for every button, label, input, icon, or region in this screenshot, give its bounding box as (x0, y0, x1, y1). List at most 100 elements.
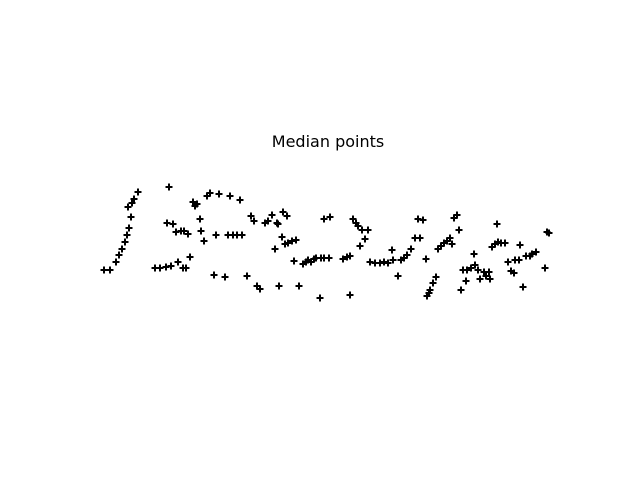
data-point (123, 231, 131, 239)
data-point (174, 258, 182, 266)
data-point (134, 188, 142, 196)
data-point (432, 273, 440, 281)
data-point (326, 213, 334, 221)
data-point (394, 272, 402, 280)
data-point (510, 269, 518, 277)
data-point (545, 229, 553, 237)
data-point (389, 256, 397, 264)
data-point (112, 258, 120, 266)
data-point (316, 294, 324, 302)
data-point (422, 255, 430, 263)
data-point (384, 259, 392, 267)
data-point (210, 271, 218, 279)
data-point (268, 211, 276, 219)
data-point (516, 241, 524, 249)
data-point (446, 234, 454, 242)
data-point (256, 285, 264, 293)
data-point (212, 231, 220, 239)
data-point (130, 195, 138, 203)
data-point (457, 286, 465, 294)
data-point (226, 192, 234, 200)
data-point (180, 227, 188, 235)
data-point (486, 275, 494, 283)
data-point (156, 264, 164, 272)
data-point (388, 246, 396, 254)
data-point (278, 233, 286, 241)
data-point (290, 257, 298, 265)
data-point (476, 275, 484, 283)
data-point (519, 283, 527, 291)
data-point (482, 272, 490, 280)
data-point (215, 190, 223, 198)
data-point (292, 236, 300, 244)
data-point (349, 215, 357, 223)
data-point (541, 264, 549, 272)
data-point (474, 266, 482, 274)
data-point (463, 266, 471, 274)
data-point (167, 262, 175, 270)
data-point (238, 231, 246, 239)
data-point (193, 200, 201, 208)
data-point (364, 226, 372, 234)
points-layer (100, 183, 553, 302)
data-point (182, 264, 190, 272)
data-point (358, 226, 366, 234)
data-point (274, 220, 282, 228)
data-point (243, 272, 251, 280)
data-point (124, 203, 132, 211)
data-point (425, 289, 433, 297)
data-point (121, 238, 129, 246)
data-point (163, 219, 171, 227)
data-point (115, 251, 123, 259)
data-point (361, 235, 369, 243)
data-point (279, 208, 287, 216)
chart-title: Median points (271, 132, 385, 151)
data-point (165, 183, 173, 191)
data-point (100, 266, 108, 274)
data-point (448, 240, 456, 248)
data-point (169, 220, 177, 228)
data-point (125, 224, 133, 232)
data-point (325, 254, 333, 262)
data-point (250, 217, 258, 225)
data-point (493, 220, 501, 228)
data-point (346, 291, 354, 299)
data-point (200, 237, 208, 245)
data-point (128, 199, 136, 207)
data-point (429, 279, 437, 287)
data-point (403, 251, 411, 259)
data-point (184, 230, 192, 238)
data-point (528, 250, 536, 258)
data-point (501, 239, 509, 247)
data-point (275, 282, 283, 290)
data-point (236, 196, 244, 204)
data-point (462, 277, 470, 285)
data-point (471, 261, 479, 269)
data-point (197, 227, 205, 235)
data-point (356, 242, 364, 250)
data-point (504, 258, 512, 266)
data-point (271, 245, 279, 253)
data-point (295, 282, 303, 290)
data-point (118, 245, 126, 253)
data-point (221, 273, 229, 281)
data-point (455, 226, 463, 234)
data-point (196, 215, 204, 223)
data-point (467, 264, 475, 272)
data-point (470, 250, 478, 258)
data-point (284, 239, 292, 247)
data-point (186, 253, 194, 261)
data-point (453, 211, 461, 219)
data-point (247, 212, 255, 220)
data-point (264, 217, 272, 225)
data-point (354, 222, 362, 230)
data-point (407, 245, 415, 253)
data-point (515, 256, 523, 264)
data-point (206, 189, 214, 197)
data-point (127, 213, 135, 221)
data-point (419, 216, 427, 224)
data-point (532, 248, 540, 256)
data-point (106, 266, 114, 274)
